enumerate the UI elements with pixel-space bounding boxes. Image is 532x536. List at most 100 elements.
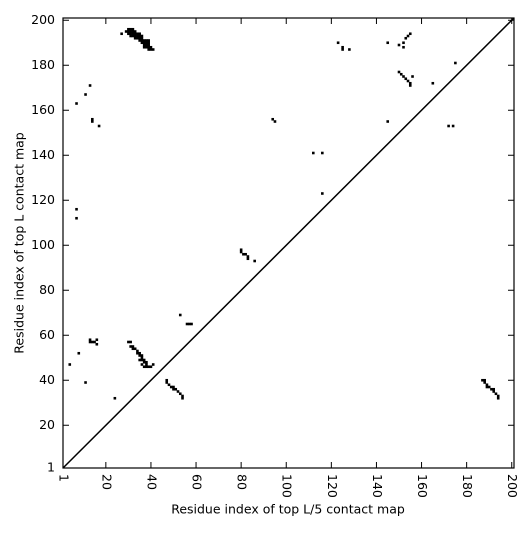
- contact-point: [402, 41, 405, 45]
- contact-point: [136, 34, 139, 38]
- x-tick-label: 160: [415, 474, 430, 498]
- contact-point: [147, 43, 150, 47]
- x-tick-label: 60: [190, 474, 205, 490]
- contact-point: [492, 387, 496, 391]
- contact-point: [147, 365, 150, 369]
- contact-point: [142, 41, 146, 45]
- contact-point: [75, 102, 78, 105]
- contact-point: [133, 32, 137, 36]
- contact-point: [138, 39, 141, 42]
- contact-point: [273, 120, 277, 123]
- contact-point: [408, 32, 412, 36]
- contact-point: [140, 39, 144, 42]
- x-tick-label: 200: [505, 474, 520, 498]
- x-tick-label: 120: [325, 474, 340, 498]
- contact-point: [133, 36, 137, 40]
- x-tick-label: 1: [57, 474, 72, 482]
- diagonal: [62, 17, 515, 469]
- contact-point: [397, 70, 401, 74]
- contact-point: [244, 252, 247, 256]
- contact-point: [97, 124, 101, 128]
- contact-point: [406, 34, 410, 38]
- contact-point: [75, 216, 78, 220]
- contact-point: [88, 340, 92, 344]
- contact-point: [496, 396, 500, 400]
- contact-point: [253, 259, 256, 263]
- contact-point: [496, 394, 500, 398]
- plot-frame: [62, 17, 515, 469]
- contact-point: [77, 351, 81, 355]
- contact-point: [138, 351, 141, 355]
- contact-point: [239, 250, 243, 254]
- contact-point: [151, 363, 155, 366]
- contact-point: [147, 39, 150, 42]
- contact-point: [131, 30, 135, 33]
- contact-point: [397, 43, 401, 47]
- contact-point: [404, 77, 408, 81]
- x-tick-label: 100: [280, 474, 295, 498]
- contact-point: [451, 124, 455, 128]
- contact-point: [492, 390, 496, 393]
- contact-point: [336, 41, 340, 45]
- contact-point: [386, 41, 390, 45]
- contact-point: [131, 347, 135, 351]
- y-tick-label: 140: [31, 147, 55, 162]
- contact-point: [185, 322, 189, 326]
- contact-point: [84, 93, 87, 96]
- contact-point: [406, 79, 410, 83]
- y-tick-label: 180: [31, 57, 55, 72]
- contact-point: [75, 207, 78, 211]
- contact-point: [129, 340, 132, 344]
- contact-point: [120, 32, 123, 36]
- contact-point: [485, 383, 489, 387]
- contact-point: [140, 36, 144, 40]
- x-tick-label: 140: [370, 474, 385, 498]
- contact-point: [133, 347, 137, 351]
- y-tick-label: 80: [39, 282, 55, 297]
- y-tick-label: 160: [31, 102, 55, 117]
- contact-point: [142, 45, 146, 49]
- contact-point: [321, 192, 324, 195]
- contact-point: [91, 117, 94, 121]
- contact-point: [172, 385, 175, 389]
- x-tick-label: 20: [99, 474, 114, 490]
- contact-point: [483, 381, 486, 384]
- contact-point: [321, 151, 324, 155]
- contact-point: [487, 385, 491, 389]
- contact-point: [140, 356, 144, 360]
- contact-point: [404, 36, 408, 40]
- contact-point: [341, 48, 344, 51]
- contact-point: [447, 124, 450, 128]
- contact-point: [411, 75, 414, 78]
- contact-point: [485, 385, 489, 389]
- contact-point: [133, 30, 137, 33]
- contact-point: [91, 340, 94, 344]
- y-tick-label: 1: [47, 460, 55, 475]
- x-axis-label: Residue index of top L/5 contact map: [171, 502, 405, 517]
- contact-point: [172, 387, 175, 391]
- x-tick-label: 80: [235, 474, 250, 490]
- contact-point: [142, 43, 146, 47]
- contact-point: [312, 151, 315, 155]
- x-tick-label: 40: [144, 474, 159, 490]
- contact-point: [131, 34, 135, 38]
- contact-point: [169, 385, 173, 389]
- x-tick-label: 180: [460, 474, 475, 498]
- contact-point: [483, 378, 486, 382]
- contact-point: [129, 345, 132, 348]
- contact-point: [131, 27, 135, 31]
- contact-point: [142, 39, 146, 42]
- contact-point: [136, 349, 139, 353]
- contact-point: [145, 365, 148, 369]
- contact-point: [127, 340, 130, 344]
- contact-point: [140, 358, 144, 362]
- contact-point: [174, 387, 178, 391]
- y-tick-label: 100: [31, 237, 55, 252]
- contact-point: [95, 338, 99, 342]
- contact-point: [431, 81, 435, 85]
- contact-point: [149, 45, 153, 49]
- contact-point: [142, 365, 146, 369]
- contact-point: [140, 34, 144, 38]
- contact-point: [138, 32, 141, 36]
- contact-point: [145, 45, 148, 49]
